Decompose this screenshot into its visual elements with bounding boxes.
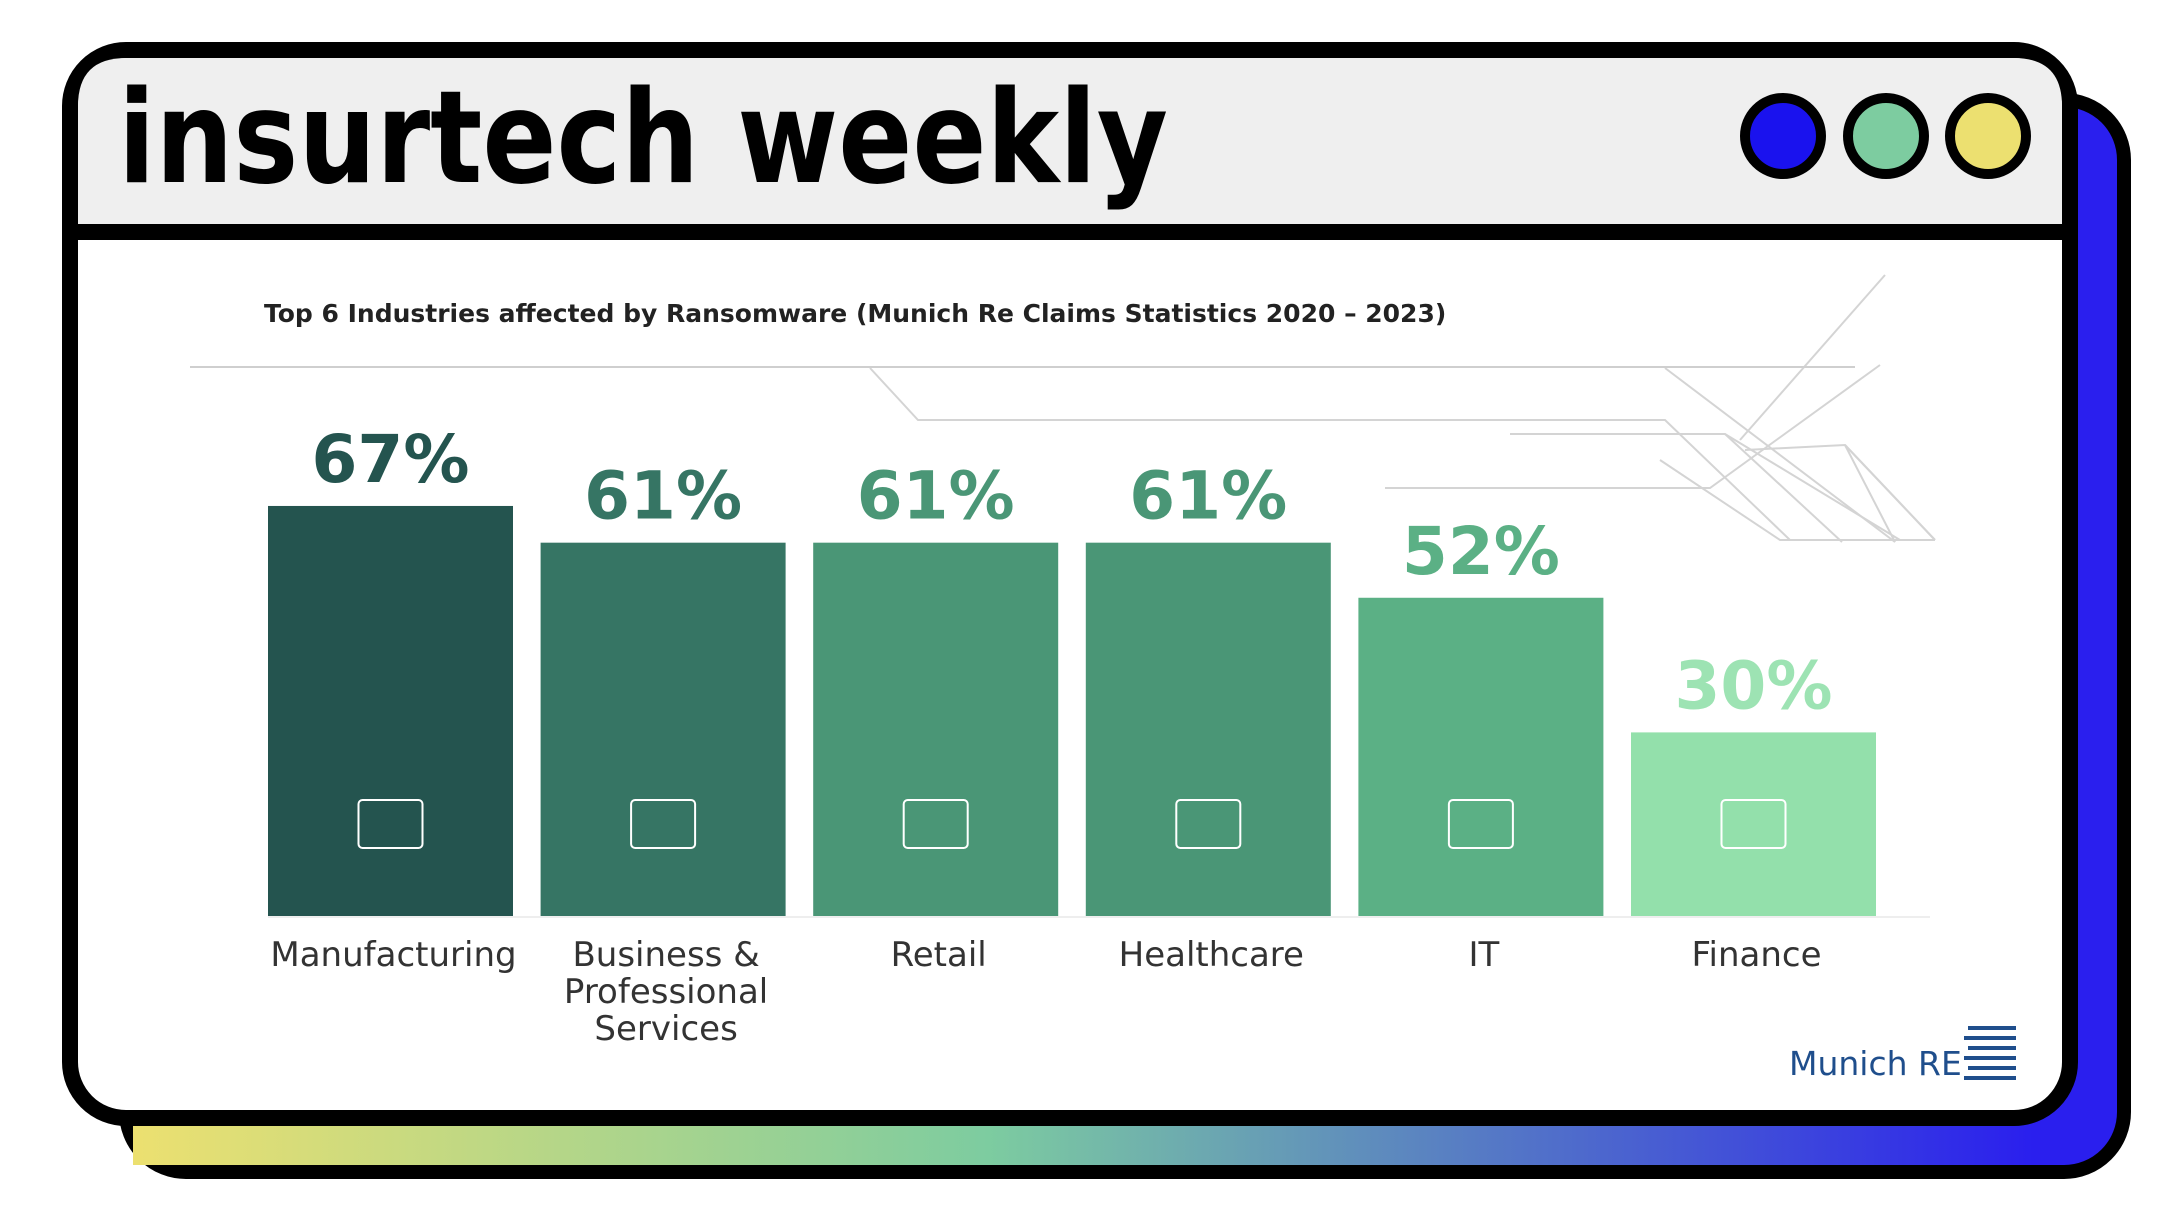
bar xyxy=(1085,542,1331,916)
bar-icon xyxy=(357,799,424,849)
category-label: Retail xyxy=(891,935,987,975)
bar xyxy=(268,505,513,916)
bar-icon xyxy=(630,799,697,849)
bar xyxy=(540,542,786,916)
category-label: IT xyxy=(1469,935,1500,975)
bar-icon xyxy=(1175,799,1242,849)
logo-mark xyxy=(1964,1026,2016,1080)
bars: 67% Manufacturing 61% Business & Professiona… xyxy=(268,421,1876,1049)
value-label: 30% xyxy=(1675,647,1833,724)
window-header xyxy=(78,58,2062,232)
category-label: Business & Professional Services xyxy=(564,935,768,1049)
bar-icon xyxy=(1447,799,1514,849)
bar xyxy=(1631,732,1876,916)
value-label: 61% xyxy=(584,458,742,535)
bar xyxy=(1358,597,1604,916)
value-label: 61% xyxy=(857,458,1015,535)
window-dot xyxy=(1843,93,1929,179)
bar xyxy=(813,542,1059,916)
brand-title: insurtech weekly xyxy=(118,64,1168,213)
decor-lines xyxy=(869,274,1936,543)
value-label: 52% xyxy=(1402,513,1560,590)
bar-icon xyxy=(902,799,969,849)
logo-text: Munich RE xyxy=(1789,1044,1962,1083)
window-dot xyxy=(1740,93,1826,179)
category-label: Healthcare xyxy=(1119,935,1304,975)
value-label: 61% xyxy=(1129,458,1287,535)
window-dot xyxy=(1945,93,2031,179)
category-label: Finance xyxy=(1691,935,1821,975)
bar-icon xyxy=(1720,799,1787,849)
chart-title: Top 6 Industries affected by Ransomware … xyxy=(264,299,1446,328)
value-label: 67% xyxy=(312,421,470,498)
category-label: Manufacturing xyxy=(270,935,516,975)
